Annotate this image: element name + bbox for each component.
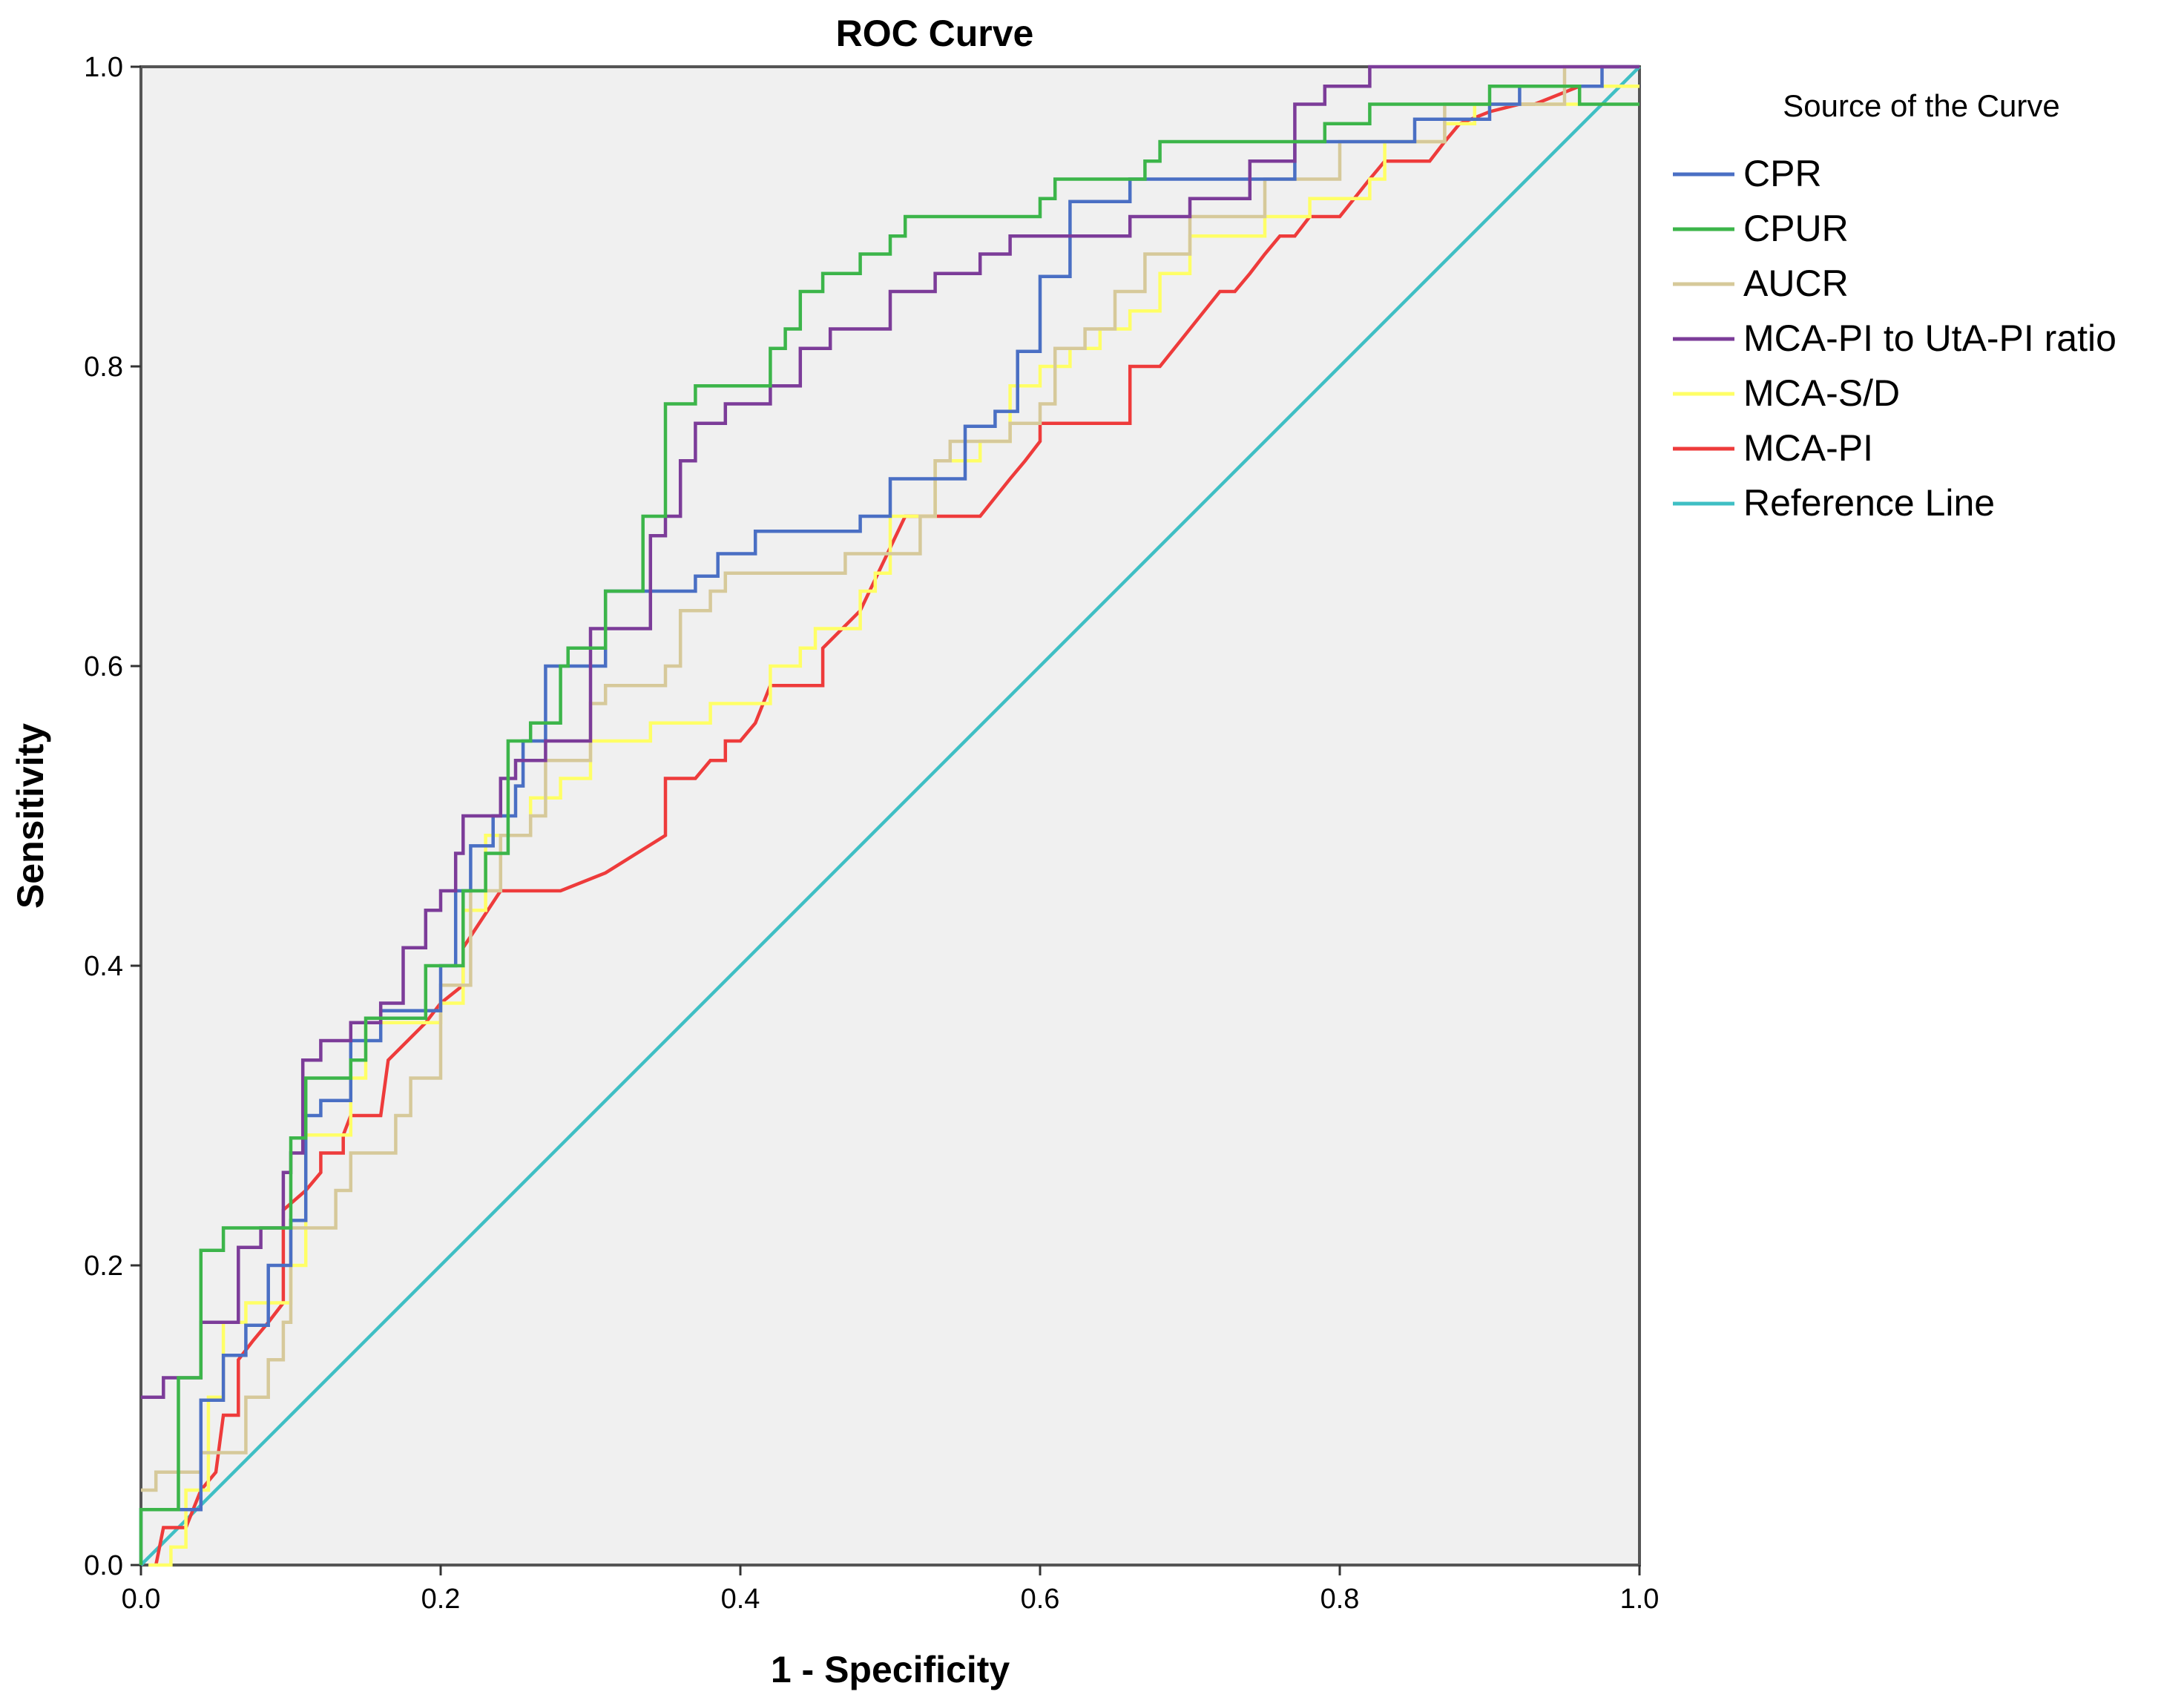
legend-label-mca-s-d: MCA-S/D <box>1743 372 1900 414</box>
x-axis: 0.0 0.2 0.4 0.6 0.8 1.0 <box>122 1565 1660 1615</box>
y-tick-label: 0.6 <box>84 651 123 682</box>
series-layer <box>139 65 1641 1567</box>
x-tick-label: 0.4 <box>721 1584 760 1615</box>
series-line-mca-s-d <box>148 85 1639 1567</box>
x-tick-label: 0.0 <box>122 1584 161 1615</box>
legend-label-cpur: CPUR <box>1743 208 1849 249</box>
series-line-aucr <box>141 65 1639 1492</box>
x-tick-label: 0.8 <box>1320 1584 1360 1615</box>
legend-label-cpr: CPR <box>1743 153 1822 194</box>
y-tick-label: 1.0 <box>84 52 123 83</box>
legend-label-aucr: AUCR <box>1743 263 1849 304</box>
series-line-reference-line <box>139 65 1641 1567</box>
legend-label-reference-line: Reference Line <box>1743 482 1995 524</box>
legend-label-mca-pi-to-uta-pi-ratio: MCA-PI to UtA-PI ratio <box>1743 317 2116 359</box>
y-axis-label: Sensitivity <box>10 723 51 909</box>
y-axis: 0.0 0.2 0.4 0.6 0.8 1.0 <box>84 52 141 1581</box>
x-axis-label: 1 - Specificity <box>771 1649 1010 1690</box>
y-tick-label: 0.0 <box>84 1550 123 1581</box>
y-tick-label: 0.8 <box>84 352 123 383</box>
legend-title: Source of the Curve <box>1783 88 2060 123</box>
series-line-mca-pi-to-uta-pi-ratio <box>141 65 1639 1400</box>
series-line-cpr <box>139 65 1639 1565</box>
x-tick-label: 0.6 <box>1021 1584 1060 1615</box>
y-tick-label: 0.2 <box>84 1251 123 1282</box>
chart-title: ROC Curve <box>836 13 1034 54</box>
y-tick-label: 0.4 <box>84 951 123 982</box>
x-tick-label: 0.2 <box>421 1584 461 1615</box>
series-line-cpur <box>139 85 1639 1565</box>
legend-label-mca-pi: MCA-PI <box>1743 427 1873 469</box>
legend: Source of the Curve CPR CPUR AUCR MCA-PI to… <box>1673 88 2116 524</box>
x-tick-label: 1.0 <box>1620 1584 1660 1615</box>
